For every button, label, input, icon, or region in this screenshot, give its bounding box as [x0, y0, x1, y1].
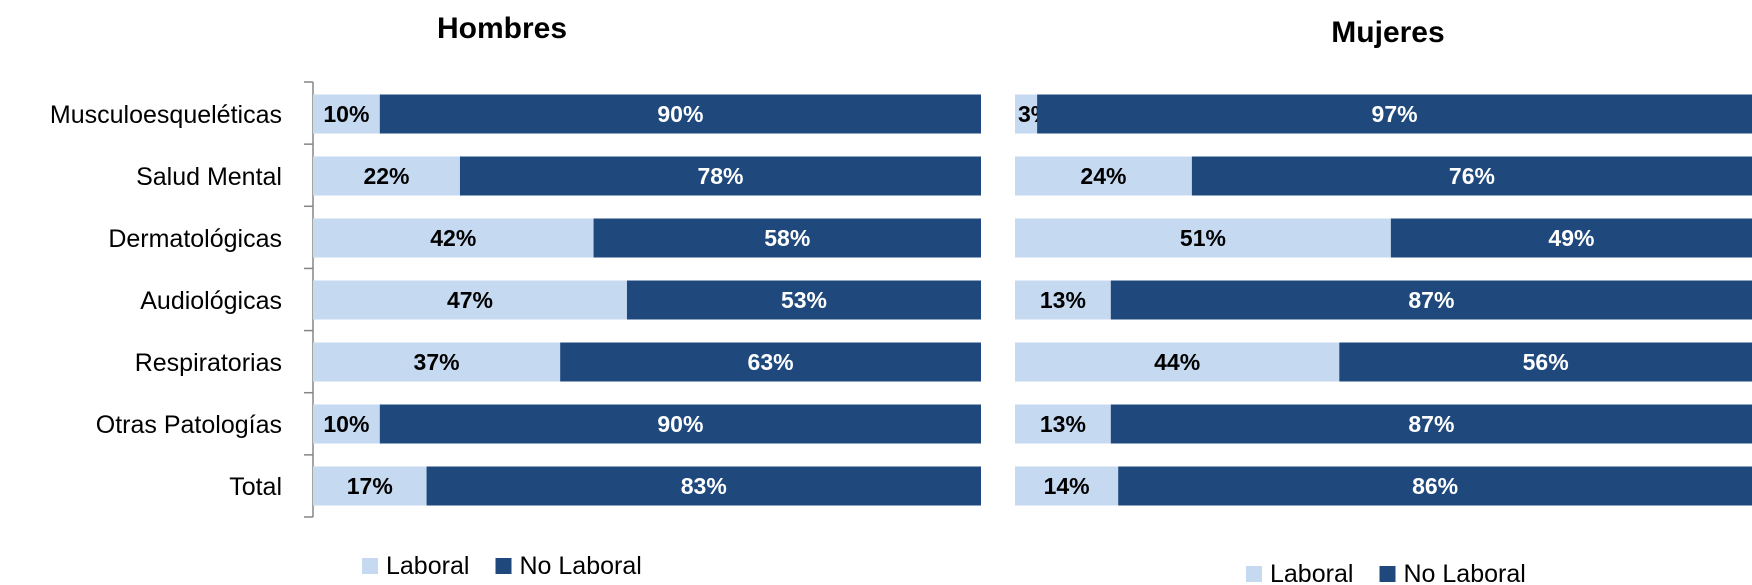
data-label: 47%: [447, 287, 493, 313]
data-label: 13%: [1040, 287, 1086, 313]
data-label: 63%: [748, 349, 794, 375]
bar-mujeres-no-laboral: [1191, 156, 1752, 196]
legend-label-laboral: Laboral: [386, 552, 469, 580]
bar-hombres-laboral: [313, 156, 460, 196]
bar-hombres-no-laboral: [426, 466, 981, 506]
bar-mujeres-laboral: [1015, 94, 1038, 134]
bar-hombres-laboral: [313, 218, 594, 258]
data-label: 86%: [1412, 473, 1458, 499]
bar-mujeres-laboral: [1015, 404, 1111, 444]
data-label: 87%: [1408, 411, 1454, 437]
y-tick-label: Otras Patologías: [96, 411, 282, 439]
data-label: 44%: [1154, 349, 1200, 375]
bar-mujeres-no-laboral: [1110, 404, 1752, 444]
y-tick-label: Salud Mental: [136, 163, 282, 191]
legend-swatch-laboral: [362, 558, 378, 574]
bar-hombres-laboral: [313, 404, 380, 444]
bar-hombres-laboral: [313, 466, 427, 506]
bar-mujeres-laboral: [1015, 280, 1111, 320]
y-tick-label: Respiratorias: [135, 349, 282, 377]
data-label: 83%: [681, 473, 727, 499]
data-label: 51%: [1180, 225, 1226, 251]
y-tick-label: Audiológicas: [140, 287, 282, 315]
data-label: 13%: [1040, 411, 1086, 437]
legend-label-laboral: Laboral: [1270, 560, 1353, 585]
data-label: 10%: [323, 411, 369, 437]
y-tick-label: Musculoesqueléticas: [50, 101, 282, 129]
data-label: 49%: [1548, 225, 1594, 251]
data-label: 78%: [697, 163, 743, 189]
bar-hombres-laboral: [313, 342, 561, 382]
data-label: 87%: [1408, 287, 1454, 313]
data-label: 17%: [347, 473, 393, 499]
y-tick-label: Total: [229, 473, 282, 501]
data-label: 90%: [657, 101, 703, 127]
bar-hombres-no-laboral: [593, 218, 981, 258]
bar-hombres-no-laboral: [459, 156, 982, 196]
bar-hombres-no-laboral: [626, 280, 981, 320]
bar-mujeres-laboral: [1015, 156, 1192, 196]
legend-label-no-laboral: No Laboral: [1404, 560, 1526, 585]
bar-mujeres-laboral: [1015, 342, 1340, 382]
bar-mujeres-no-laboral: [1339, 342, 1752, 382]
data-label: 58%: [764, 225, 810, 251]
bar-hombres-no-laboral: [379, 404, 981, 444]
bar-mujeres-no-laboral: [1390, 218, 1752, 258]
data-label: 53%: [781, 287, 827, 313]
bar-mujeres-no-laboral: [1110, 280, 1752, 320]
legend-swatch-no-laboral: [495, 558, 512, 574]
chart-title-mujeres: Mujeres: [1331, 16, 1444, 49]
data-label: 42%: [430, 225, 476, 251]
data-label: 90%: [657, 411, 703, 437]
bar-hombres-no-laboral: [560, 342, 981, 382]
bar-hombres-no-laboral: [379, 94, 981, 134]
data-label: 97%: [1372, 101, 1418, 127]
bar-hombres-laboral: [313, 280, 627, 320]
data-label: 10%: [323, 101, 369, 127]
y-tick-label: Dermatológicas: [108, 225, 282, 253]
bar-mujeres-laboral: [1015, 466, 1119, 506]
bar-mujeres-no-laboral: [1037, 94, 1752, 134]
data-label: 24%: [1080, 163, 1126, 189]
chart-title-hombres: Hombres: [437, 12, 567, 45]
data-label: 22%: [363, 163, 409, 189]
data-label: 14%: [1044, 473, 1090, 499]
bar-mujeres-no-laboral: [1118, 466, 1752, 506]
bar-mujeres-laboral: [1015, 218, 1391, 258]
legend-label-no-laboral: No Laboral: [520, 552, 642, 580]
legend-swatch-no-laboral: [1379, 566, 1396, 582]
data-label: 76%: [1449, 163, 1495, 189]
legend-swatch-laboral: [1246, 566, 1262, 582]
bar-hombres-laboral: [313, 94, 380, 134]
data-label: 56%: [1523, 349, 1569, 375]
data-label: 37%: [414, 349, 460, 375]
